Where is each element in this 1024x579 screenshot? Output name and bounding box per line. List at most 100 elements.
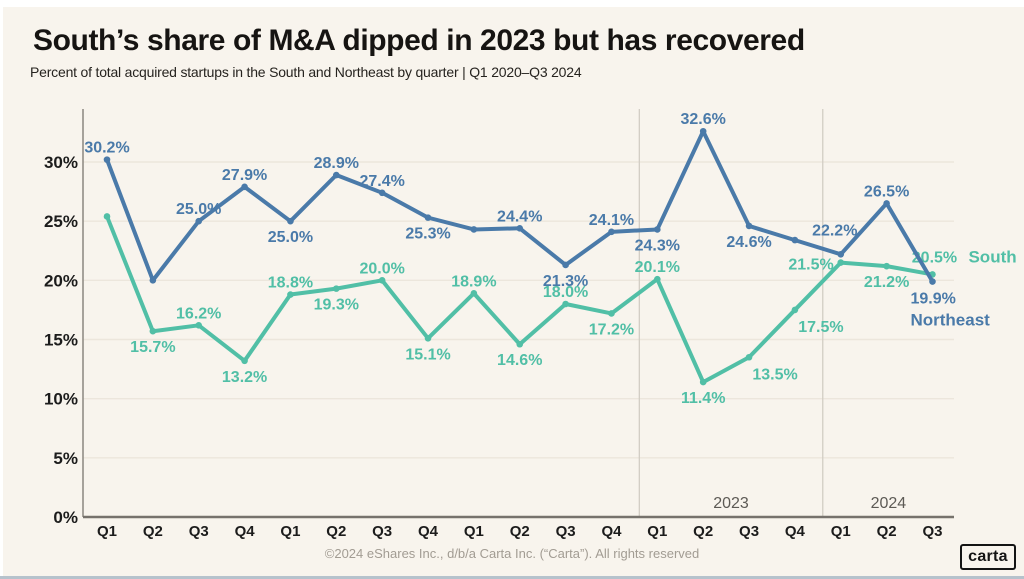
data-label-northeast: 24.6%	[726, 234, 771, 251]
data-label-south: 19.3%	[314, 297, 359, 314]
x-axis-tick-label: Q1	[831, 523, 851, 540]
data-point-northeast	[149, 277, 157, 284]
data-label-northeast: 32.6%	[680, 111, 725, 128]
data-point-northeast	[103, 156, 111, 163]
data-point-northeast	[333, 171, 340, 179]
x-axis-tick-label: Q3	[739, 523, 759, 540]
data-label-south: 13.2%	[222, 369, 267, 386]
data-label-northeast: 25.0%	[268, 229, 313, 246]
data-label-northeast: 24.4%	[497, 208, 542, 225]
data-point-south	[333, 285, 340, 292]
x-axis-tick-label: Q2	[143, 523, 163, 540]
data-point-south	[149, 327, 157, 335]
x-axis-tick-label: Q4	[235, 523, 256, 540]
page-bottom-edge	[0, 576, 1024, 579]
data-label-south: 16.2%	[176, 305, 221, 322]
y-axis-tick-label: 30%	[44, 153, 78, 172]
data-point-northeast	[745, 222, 753, 230]
data-point-northeast	[699, 127, 707, 135]
data-point-south	[699, 378, 707, 386]
data-label-northeast: 27.9%	[222, 167, 267, 184]
x-axis-tick-label: Q2	[877, 523, 897, 540]
data-point-south	[837, 259, 845, 266]
data-label-south: 18.0%	[543, 284, 588, 301]
data-label-south: 20.0%	[359, 260, 404, 277]
data-label-south: 15.1%	[405, 346, 450, 363]
data-label-northeast: 26.5%	[864, 183, 909, 200]
data-label-south: 17.2%	[589, 321, 634, 338]
data-point-northeast	[562, 261, 569, 269]
data-label-northeast: 21.3%	[543, 273, 588, 290]
y-axis-tick-label: 15%	[44, 331, 78, 350]
chart-footer: ©2024 eShares Inc., d/b/a Carta Inc. (“C…	[0, 544, 1024, 570]
chart-header: South’s share of M&A dipped in 2023 but …	[30, 24, 993, 80]
x-axis-tick-label: Q4	[785, 523, 806, 540]
data-label-south: 15.7%	[130, 339, 175, 356]
data-point-south	[883, 262, 890, 270]
data-point-south	[745, 353, 753, 361]
data-point-south	[241, 357, 248, 365]
data-label-northeast: 27.4%	[359, 173, 404, 190]
data-label-south: 13.5%	[752, 366, 797, 383]
data-label-south: 14.6%	[497, 352, 542, 369]
data-point-northeast	[929, 278, 936, 285]
data-point-northeast	[608, 228, 615, 236]
data-label-south: 18.9%	[451, 273, 496, 290]
data-point-northeast	[791, 236, 799, 244]
data-point-south	[103, 213, 111, 220]
data-label-northeast: 28.9%	[314, 155, 359, 172]
data-label-northeast: 25.3%	[405, 226, 450, 243]
data-point-northeast	[287, 217, 294, 225]
data-point-south	[516, 340, 524, 348]
x-axis-tick-label: Q4	[601, 523, 622, 540]
x-axis-tick-label: Q3	[922, 523, 942, 540]
x-axis-tick-label: Q1	[464, 523, 484, 540]
x-axis-tick-label: Q2	[510, 523, 530, 540]
data-point-south	[195, 322, 203, 329]
data-label-northeast: 24.3%	[635, 237, 680, 254]
y-axis-tick-label: 0%	[53, 508, 78, 527]
y-axis-tick-label: 5%	[53, 449, 78, 468]
data-point-south	[424, 335, 432, 342]
x-axis-tick-label: Q2	[326, 523, 346, 540]
year-label: 2024	[871, 495, 907, 512]
x-axis-tick-label: Q1	[647, 523, 667, 540]
data-point-south	[378, 277, 386, 284]
data-label-south: 17.5%	[798, 319, 843, 336]
data-point-south	[470, 290, 478, 297]
y-axis-tick-label: 20%	[44, 271, 78, 290]
x-axis-tick-label: Q2	[693, 523, 713, 540]
data-label-northeast: 19.9%	[910, 291, 955, 308]
data-label-northeast: 22.2%	[812, 222, 857, 239]
data-label-south: 18.8%	[268, 275, 313, 292]
data-label-northeast: 30.2%	[84, 140, 129, 157]
data-point-south	[562, 300, 569, 308]
data-point-south	[791, 306, 799, 314]
data-point-northeast	[424, 214, 432, 221]
data-point-south	[287, 291, 294, 298]
year-label: 2023	[713, 495, 749, 512]
data-point-northeast	[516, 224, 524, 232]
x-axis-tick-label: Q1	[280, 523, 300, 540]
data-point-northeast	[470, 226, 478, 233]
page-left-edge	[0, 0, 3, 579]
data-point-northeast	[883, 200, 890, 207]
data-point-south	[654, 275, 661, 283]
data-label-south: 21.5%	[788, 257, 833, 274]
x-axis-tick-label: Q1	[97, 523, 117, 540]
series-end-label-south: South	[968, 247, 1016, 266]
y-axis-tick-label: 10%	[44, 390, 78, 409]
x-axis-tick-label: Q3	[372, 523, 392, 540]
data-label-south: 21.2%	[864, 274, 909, 291]
series-end-label-northeast: Northeast	[910, 311, 990, 330]
page-title: South’s share of M&A dipped in 2023 but …	[33, 24, 805, 57]
y-axis-tick-label: 25%	[44, 212, 78, 231]
x-axis-tick-label: Q3	[556, 523, 576, 540]
data-label-northeast: 25.0%	[176, 201, 221, 218]
data-point-northeast	[654, 226, 661, 233]
data-point-south	[608, 310, 615, 317]
x-axis-tick-label: Q3	[189, 523, 209, 540]
copyright-text: ©2024 eShares Inc., d/b/a Carta Inc. (“C…	[324, 546, 700, 561]
data-point-northeast	[378, 189, 386, 197]
